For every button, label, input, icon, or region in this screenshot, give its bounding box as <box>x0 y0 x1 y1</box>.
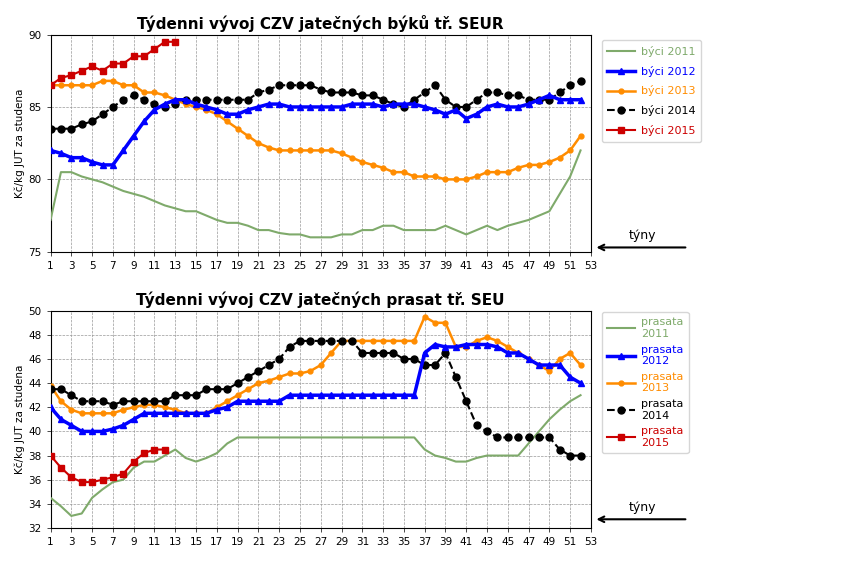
Y-axis label: Kč/kg JUT za studena: Kč/kg JUT za studena <box>15 365 25 474</box>
Text: týny: týny <box>628 229 656 242</box>
Title: Týdenni vývoj CZV jatečných prasat tř. SEU: Týdenni vývoj CZV jatečných prasat tř. S… <box>137 292 505 308</box>
Legend: býci 2011, býci 2012, býci 2013, býci 2014, býci 2015: býci 2011, býci 2012, býci 2013, býci 20… <box>602 40 701 142</box>
Text: týny: týny <box>628 501 656 514</box>
Title: Týdenni vývoj CZV jatečných býků tř. SEUR: Týdenni vývoj CZV jatečných býků tř. SEU… <box>138 15 504 32</box>
Legend: prasata
2011, prasata
2012, prasata
2013, prasata
2014, prasata
2015: prasata 2011, prasata 2012, prasata 2013… <box>602 312 689 454</box>
Y-axis label: Kč/kg JUT za studena: Kč/kg JUT za studena <box>15 88 25 198</box>
